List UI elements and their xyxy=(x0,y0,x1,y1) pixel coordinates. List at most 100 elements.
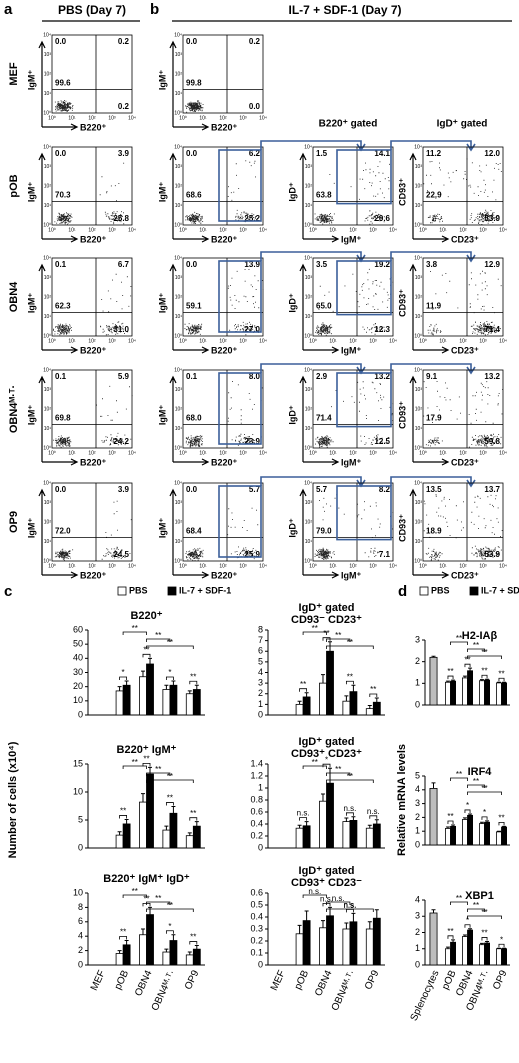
error-bar xyxy=(367,704,372,709)
axis-arrow xyxy=(38,488,79,579)
event-dots xyxy=(423,381,461,423)
y-tick-label: 1 xyxy=(258,782,263,792)
gate-arrow xyxy=(390,251,476,263)
comparison-bracket xyxy=(467,648,485,652)
x-tick-label: 10³ xyxy=(108,563,116,569)
x-tick-label: 10² xyxy=(219,450,227,456)
x-tick-label: 10⁴ xyxy=(259,227,267,233)
axis-arrow xyxy=(409,263,450,354)
panel-letter: c xyxy=(4,583,12,600)
x-axis-label: B220⁺ xyxy=(211,345,238,355)
quadrant-label: 13.2 xyxy=(484,372,500,381)
y-tick-label: 10³ xyxy=(175,52,183,58)
event-dots xyxy=(471,545,502,560)
x-tick-label: 10⁰ xyxy=(419,227,427,233)
y-tick-label: 10³ xyxy=(44,387,52,393)
panel-heading: PBS (Day 7) xyxy=(58,3,126,17)
x-tick-label: 10² xyxy=(88,115,96,121)
error-bar xyxy=(468,813,473,816)
error-bar xyxy=(496,681,501,683)
y-axis-title: Number of cells (x10⁴) xyxy=(7,741,19,858)
event-dots xyxy=(99,162,125,202)
y-tick-label: 10⁰ xyxy=(304,558,312,564)
y-tick-label: 10² xyxy=(415,183,423,189)
y-axis-title: Relative mRNA levels xyxy=(396,744,408,856)
event-dots xyxy=(227,269,264,309)
y-tick-label: 10¹ xyxy=(305,426,313,432)
y-tick-label: 2 xyxy=(78,945,83,955)
x-axis-label: B220⁺ xyxy=(211,234,238,244)
y-tick-label: 10⁴ xyxy=(174,480,182,486)
error-bar xyxy=(194,821,199,827)
quadrant-label: 12.5 xyxy=(374,437,390,446)
bar xyxy=(501,948,507,966)
error-bar xyxy=(320,920,325,928)
legend-swatch xyxy=(167,586,177,596)
bar xyxy=(115,834,124,849)
y-tick-label: 1 xyxy=(415,826,420,836)
error-bar xyxy=(328,641,333,652)
error-bar xyxy=(297,824,302,829)
quadrant-label: 12.3 xyxy=(374,325,390,334)
quadrant-label: 13.9 xyxy=(244,260,260,269)
y-tick-label: 10² xyxy=(44,183,52,189)
y-tick-label: 10⁴ xyxy=(43,480,51,486)
bar xyxy=(467,670,473,706)
y-tick-label: 0.2 xyxy=(250,830,263,840)
y-tick-label: 10³ xyxy=(44,52,52,58)
quadrant-label: 5.9 xyxy=(118,372,130,381)
quadrant-label: 11.9 xyxy=(426,302,442,311)
row-label: OP9 xyxy=(8,511,20,533)
error-bar xyxy=(462,817,467,820)
x-tick-label: 10² xyxy=(349,450,357,456)
bar xyxy=(501,826,507,846)
y-tick-label: 10⁰ xyxy=(174,222,182,228)
plot-frame xyxy=(51,34,133,114)
quadrant-label: 70.3 xyxy=(55,191,71,200)
error-bar xyxy=(124,818,129,824)
y-tick-label: 10 xyxy=(73,695,83,705)
x-axis-label: B220⁺ xyxy=(80,122,107,132)
y-tick-label: 6 xyxy=(258,646,263,656)
x-tick-label: pOB xyxy=(113,968,132,991)
sig-bracket xyxy=(119,936,128,940)
x-tick-label: 10² xyxy=(219,227,227,233)
axis-arrow xyxy=(38,375,79,466)
quadrant-label: 6.2 xyxy=(249,149,261,158)
y-tick-label: 1.4 xyxy=(250,758,263,768)
axis-arrow xyxy=(169,375,210,466)
x-tick-label: 10¹ xyxy=(329,338,337,344)
quadrant-label: 69.8 xyxy=(55,414,71,423)
y-axis-label: IgD⁺ xyxy=(287,293,297,312)
event-dots xyxy=(315,435,334,448)
y-tick-label: 0 xyxy=(78,959,83,969)
bar xyxy=(429,912,438,966)
sig-label: * xyxy=(168,922,171,931)
event-dots xyxy=(101,546,131,560)
x-axis-label: IgM⁺ xyxy=(341,570,361,580)
plot-frame xyxy=(312,482,394,562)
y-tick-label: 10⁴ xyxy=(174,144,182,150)
comparison-label: ** xyxy=(481,648,487,657)
quadrant-label: 0.2 xyxy=(118,37,130,46)
y-tick-label: 10⁰ xyxy=(174,558,182,564)
plot-frame xyxy=(422,369,504,449)
quadrant-label: 59.1 xyxy=(186,302,202,311)
x-tick-label: 10¹ xyxy=(68,563,76,569)
x-tick-label: 10² xyxy=(88,338,96,344)
sig-label: * xyxy=(325,755,328,764)
y-tick-label: 30 xyxy=(73,667,83,677)
x-tick-label: 10⁰ xyxy=(309,563,317,569)
sig-bracket xyxy=(189,941,198,945)
x-tick-label: 10² xyxy=(349,227,357,233)
x-tick-label: 10³ xyxy=(369,563,377,569)
y-axis-label: IgM⁺ xyxy=(157,518,167,538)
y-tick-label: 5 xyxy=(78,814,83,824)
y-tick-label: 10 xyxy=(73,887,83,897)
quadrant-label: 53.9 xyxy=(484,214,500,223)
y-tick-label: 3 xyxy=(258,678,263,688)
legend-label: IL-7 + SDF-1 xyxy=(481,585,519,595)
y-tick-label: 10³ xyxy=(415,387,423,393)
sig-label: ** xyxy=(447,812,453,821)
y-tick-label: 0.3 xyxy=(250,923,263,933)
